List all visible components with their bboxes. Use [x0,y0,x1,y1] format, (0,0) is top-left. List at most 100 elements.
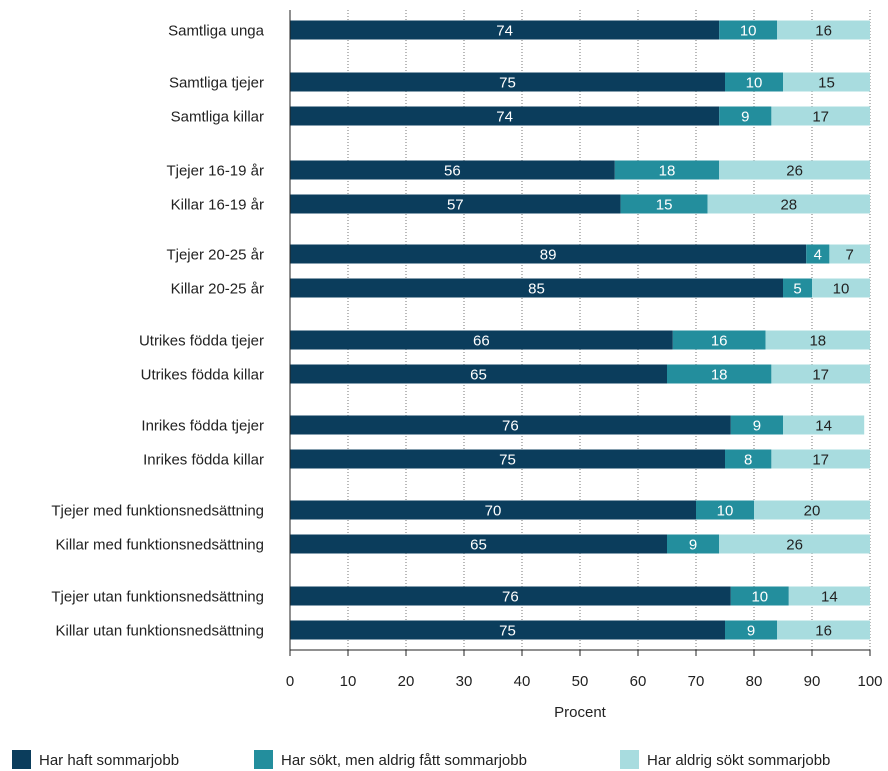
x-tick-label: 50 [572,673,589,690]
bar-segment [730,586,789,606]
x-tick-label: 10 [340,673,357,690]
bar-segment [290,20,720,40]
data-label: 75 [499,452,516,469]
data-label: 74 [496,23,513,40]
legend: Har haft sommarjobb Har sökt, men aldrig … [12,750,830,769]
bar-segment [783,415,865,435]
bar-segment [829,244,870,264]
data-label: 16 [815,623,832,640]
x-tick-label: 0 [286,673,294,690]
category-label: Killar utan funktionsnedsättning [56,623,264,640]
category-label: Utrikes födda tjejer [139,333,264,350]
legend-swatch [620,750,639,769]
data-label: 66 [473,333,490,350]
bar-segment [783,278,812,298]
category-label: Killar med funktionsnedsättning [56,537,264,554]
category-label: Utrikes födda killar [141,367,264,384]
bar-segment [725,72,783,92]
legend-swatch [254,750,273,769]
category-label: Inrikes födda killar [143,452,264,469]
data-label: 10 [746,75,763,92]
bar-segment [719,534,870,554]
x-tick-label: 90 [804,673,821,690]
bar-segment [719,160,870,180]
data-label: 9 [747,623,755,640]
legend-swatch [12,750,31,769]
x-tick-label: 80 [746,673,763,690]
data-label: 85 [528,281,545,298]
x-tick-label: 20 [398,673,415,690]
data-label: 65 [470,537,487,554]
data-label: 74 [496,109,513,126]
bar-segment [725,449,772,469]
x-axis-title: Procent [554,704,607,721]
bar-segment [812,278,870,298]
data-label: 65 [470,367,487,384]
data-label: 26 [786,537,803,554]
data-label: 9 [741,109,749,126]
bar-segment [719,20,778,40]
data-label: 4 [814,247,822,264]
data-label: 75 [499,623,516,640]
category-label: Tjejer 16-19 år [166,163,264,180]
data-label: 9 [753,418,761,435]
category-label: Tjejer med funktionsnedsättning [51,503,264,520]
data-label: 16 [711,333,728,350]
data-label: 17 [812,367,829,384]
bar-segment [707,194,870,214]
bar-segment [290,620,725,640]
data-label: 56 [444,163,461,180]
bar-segment [290,278,783,298]
bar-segment [290,160,615,180]
bar-segment [614,160,720,180]
category-labels: Samtliga unga Samtliga tjejer Samtliga kil… [51,23,264,640]
category-label: Tjejer 20-25 år [166,247,264,264]
data-label: 16 [815,23,832,40]
data-label: 7 [846,247,854,264]
bar-segment [771,106,870,126]
data-label: 76 [502,589,519,606]
bar-segment [667,534,720,554]
bar-segment [290,330,673,350]
data-label: 14 [815,418,832,435]
data-label: 26 [786,163,803,180]
data-label: 57 [447,197,464,214]
legend-label: Har aldrig sökt sommarjobb [647,752,830,769]
bar-segment [719,106,772,126]
bar-segment [806,244,830,264]
data-label: 20 [804,503,821,520]
x-tick-label: 30 [456,673,473,690]
data-label: 89 [540,247,557,264]
data-label: 10 [717,503,734,520]
data-label: 18 [809,333,826,350]
category-label: Samtliga tjejer [169,75,264,92]
data-label: 28 [780,197,797,214]
data-label: 75 [499,75,516,92]
data-label: 15 [656,197,673,214]
bar-segment [725,620,778,640]
bar-segment [730,415,783,435]
data-label: 5 [793,281,801,298]
data-label: 10 [833,281,850,298]
bar-segment [290,244,807,264]
category-label: Inrikes födda tjejer [141,418,264,435]
data-label: 15 [818,75,835,92]
bar-segment [290,194,621,214]
x-axis: 0 10 20 30 40 50 60 70 80 90 100 [286,10,883,690]
data-label: 10 [751,589,768,606]
legend-label: Har sökt, men aldrig fått sommarjobb [281,752,527,769]
bar-segment [290,534,667,554]
bar-segment [788,586,870,606]
bar-segment [754,500,870,520]
bar-segment [696,500,754,520]
bar-segment [667,364,772,384]
bar-segment [290,586,731,606]
category-label: Killar 16-19 år [171,197,264,214]
data-label: 8 [744,452,752,469]
bar-segment [290,106,720,126]
data-label: 14 [821,589,838,606]
category-label: Samtliga unga [168,23,265,40]
data-label: 9 [689,537,697,554]
